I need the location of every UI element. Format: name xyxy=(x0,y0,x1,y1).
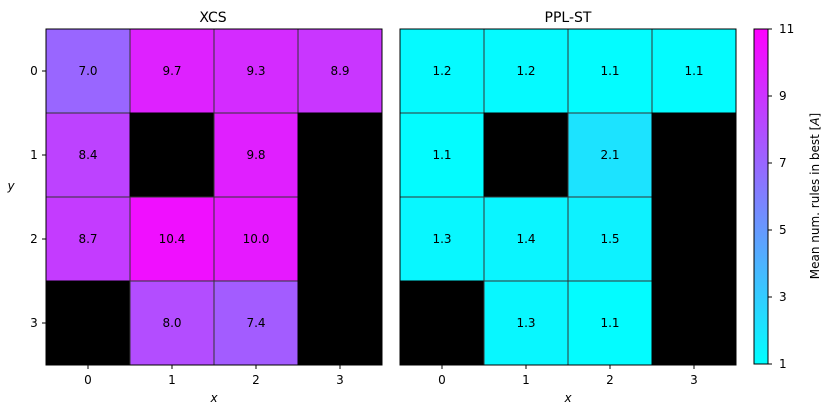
heatmap-cell-empty xyxy=(297,196,383,282)
x-tick-label: 1 xyxy=(168,373,176,387)
heatmap-cell xyxy=(297,28,383,114)
cell-value-label: 10.4 xyxy=(159,232,186,246)
cell-value-label: 8.0 xyxy=(162,316,181,330)
y-tick-label: 0 xyxy=(30,64,38,78)
heatmap-cell xyxy=(567,28,653,114)
heatmap-cell xyxy=(45,28,131,114)
heatmap-cell xyxy=(399,196,485,282)
y-tick-label: 1 xyxy=(30,148,38,162)
cell-value-label: 1.2 xyxy=(432,64,451,78)
panel-frame xyxy=(399,28,737,366)
panel-title-ppl-st: PPL-ST xyxy=(545,10,592,26)
cell-value-label: 1.1 xyxy=(684,64,703,78)
cell-value-label: 1.3 xyxy=(432,232,451,246)
x-tick-label: 0 xyxy=(438,373,446,387)
colorbar-tick-label: 3 xyxy=(779,290,787,304)
heatmap-cell-empty xyxy=(297,112,383,198)
heatmap-cell-empty xyxy=(129,112,215,198)
colorbar-tick-label: 7 xyxy=(779,156,787,170)
heatmap-cell xyxy=(567,112,653,198)
cell-value-label: 1.1 xyxy=(600,316,619,330)
cell-value-label: 1.3 xyxy=(516,316,535,330)
x-axis-label: x xyxy=(563,391,572,405)
heatmap-panel: 7.0 9.7 9.3 8.9 8.4 9.8 8.7 10.4 10.0 8.0 7.4 0 1 2 3 x… xyxy=(30,28,383,405)
colorbar-label: Mean num. rules in best [A] xyxy=(808,113,822,279)
heatmap-cell xyxy=(129,196,215,282)
x-axis-label: x xyxy=(209,391,218,405)
heatmap-cell-empty xyxy=(651,280,737,366)
x-tick-label: 3 xyxy=(690,373,698,387)
x-tick-label: 2 xyxy=(606,373,614,387)
heatmap-cell xyxy=(399,112,485,198)
cell-value-label: 7.4 xyxy=(246,316,265,330)
heatmap-cell xyxy=(483,28,569,114)
colorbar-tick-label: 9 xyxy=(779,89,787,103)
heatmap-cell xyxy=(213,112,299,198)
y-axis-label: y xyxy=(6,179,15,193)
heatmap-cell xyxy=(651,28,737,114)
cell-value-label: 1.5 xyxy=(600,232,619,246)
cell-value-label: 2.1 xyxy=(600,148,619,162)
colorbar-tick-label: 1 xyxy=(779,357,787,371)
x-tick-label: 2 xyxy=(252,373,260,387)
heatmap-cell xyxy=(567,196,653,282)
heatmap-cell-empty xyxy=(399,280,485,366)
cell-value-label: 9.3 xyxy=(246,64,265,78)
cell-value-label: 9.7 xyxy=(162,64,181,78)
heatmap-cell xyxy=(129,28,215,114)
heatmap-cell-empty xyxy=(45,280,131,366)
cell-value-label: 1.4 xyxy=(516,232,535,246)
y-tick-label: 2 xyxy=(30,232,38,246)
heatmap-cell xyxy=(483,196,569,282)
heatmap-cell-empty xyxy=(297,280,383,366)
x-tick-label: 0 xyxy=(84,373,92,387)
cell-value-label: 9.8 xyxy=(246,148,265,162)
cell-value-label: 8.7 xyxy=(78,232,97,246)
colorbar-tick-label: 11 xyxy=(779,22,794,36)
panel-title-xcs: XCS xyxy=(199,10,226,26)
heatmap-cell xyxy=(483,280,569,366)
colorbar xyxy=(753,28,769,365)
heatmap-cell-empty xyxy=(651,112,737,198)
panel-frame xyxy=(45,28,383,366)
cell-value-label: 7.0 xyxy=(78,64,97,78)
heatmap-panel: 1.2 1.2 1.1 1.1 1.1 2.1 1.3 1.4 1.5 1.3 1.1 0 1 2 3 x xyxy=(399,28,737,405)
cell-value-label: 1.1 xyxy=(432,148,451,162)
colorbar-tick-label: 5 xyxy=(779,223,787,237)
heatmap-cell xyxy=(129,280,215,366)
heatmap-cell-empty xyxy=(483,112,569,198)
heatmap-cell-empty xyxy=(651,196,737,282)
cell-value-label: 1.2 xyxy=(516,64,535,78)
x-tick-label: 3 xyxy=(336,373,344,387)
cell-value-label: 8.9 xyxy=(330,64,349,78)
cell-value-label: 8.4 xyxy=(78,148,97,162)
x-tick-label: 1 xyxy=(522,373,530,387)
cell-value-label: 1.1 xyxy=(600,64,619,78)
y-tick-label: 3 xyxy=(30,316,38,330)
cell-value-label: 10.0 xyxy=(243,232,270,246)
heatmap-cell xyxy=(45,112,131,198)
